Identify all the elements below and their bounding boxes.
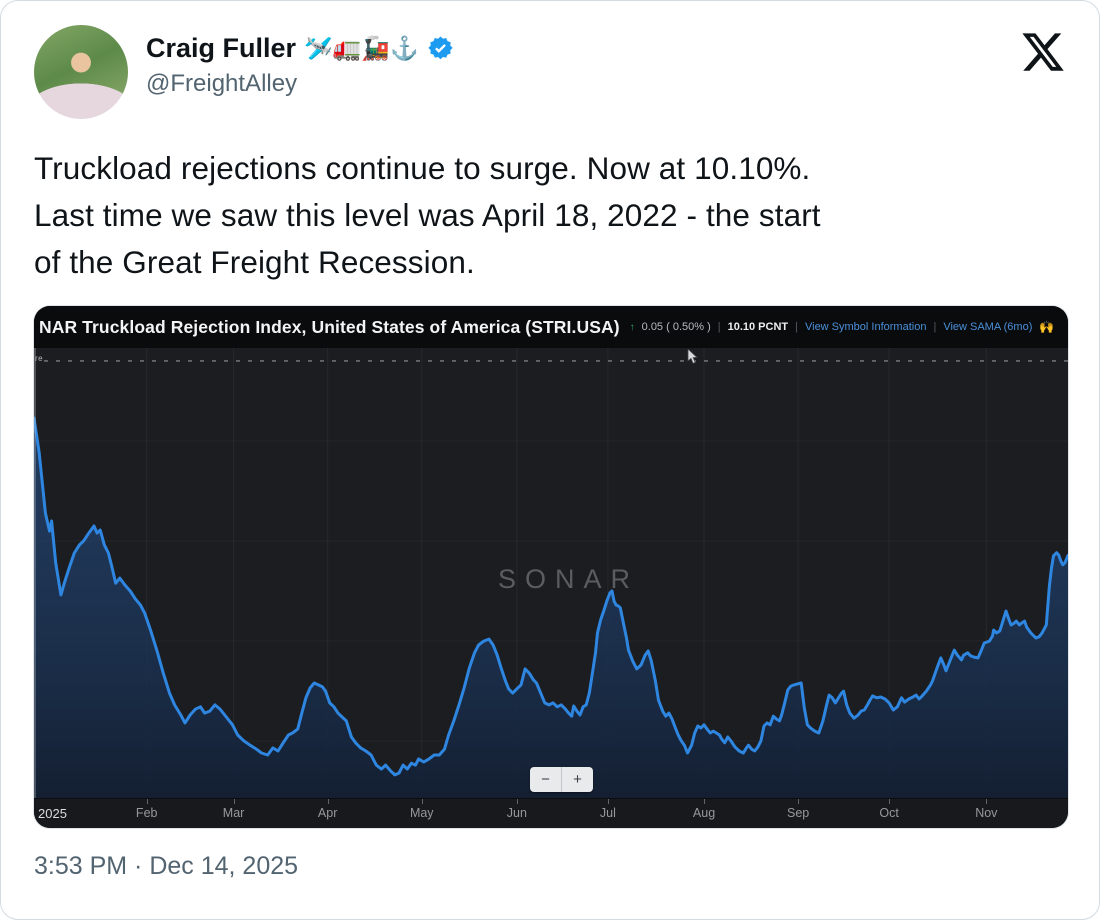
zoom-in-button[interactable]: + [562,767,593,792]
axis-label-feb: Feb [135,806,158,820]
axis-label-year: 2025 [38,806,67,821]
author-name-emojis: 🛩️🚛🚂⚓ [304,35,419,61]
axis-label-aug: Aug [692,806,716,820]
area-fill [34,418,1068,798]
change-value: 0.05 ( 0.50% ) [641,321,711,333]
axis-label-may: May [409,806,434,820]
up-arrow-icon: ↑ [629,321,635,333]
axis-tick [889,799,891,804]
avatar[interactable] [34,25,128,119]
zoom-divider [561,767,562,792]
axis-label-oct: Oct [879,806,899,820]
axis-tick [146,799,148,804]
axis-label-jul: Jul [599,806,616,820]
mouse-cursor-icon [687,349,698,364]
author-handle[interactable]: @FreightAlley [146,70,298,97]
tweet-text: Truckload rejections continue to surge. … [34,150,821,280]
axis-tick [704,799,706,804]
axis-tick [233,799,235,804]
hands-emoji: 🙌 [1039,320,1055,334]
separator: | [933,321,937,333]
timestamp: 3:53 PM · Dec 14, 2025 [34,852,299,880]
author-block: Craig Fuller 🛩️🚛🚂⚓ @FreightAlley [146,25,454,98]
plot-left-edge [34,348,36,798]
marker-line-label: re [35,354,44,363]
latest-value: 10.10 PCNT [727,321,789,333]
axis-label-jun: Jun [506,806,527,820]
axis-tick [421,799,423,804]
axis-label-apr: Apr [317,806,338,820]
tweet-header: Craig Fuller 🛩️🚛🚂⚓ @FreightAlley [34,25,1066,119]
chart-plot-area[interactable]: re SONAR − + [34,348,1068,798]
axis-tick [327,799,329,804]
view-symbol-information-link[interactable]: View Symbol Information [804,321,927,333]
axis-tick [516,799,518,804]
axis-tick [798,799,800,804]
axis-tick [607,799,609,804]
axis-label-mar: Mar [222,806,245,820]
verified-badge-icon [427,36,453,60]
rejection-index-line [34,416,1068,777]
author-name[interactable]: Craig Fuller [146,33,297,63]
chart-stats: ↑ 0.05 ( 0.50% ) | 10.10 PCNT | View Sym… [630,320,1055,334]
sonar-watermark: SONAR [498,564,640,594]
rejection-index-chart [34,348,1068,798]
axis-label-sep: Sep [787,806,810,820]
view-sama-link[interactable]: View SAMA (6mo) [943,321,1033,333]
zoom-out-button[interactable]: − [530,767,561,792]
separator: | [795,321,798,333]
separator: | [717,321,721,333]
chart-titlebar: NAR Truckload Rejection Index, United St… [34,306,1068,348]
chart-title: NAR Truckload Rejection Index, United St… [39,316,620,337]
axis-tick [986,799,988,804]
zoom-control: − + [530,767,593,792]
chart-card: NAR Truckload Rejection Index, United St… [34,306,1068,828]
x-logo-icon[interactable] [1020,29,1066,75]
x-axis: 2025 Feb Mar Apr May Jun Jul Aug Sep Oct Nov [34,798,1068,828]
axis-label-nov: Nov [975,806,998,820]
